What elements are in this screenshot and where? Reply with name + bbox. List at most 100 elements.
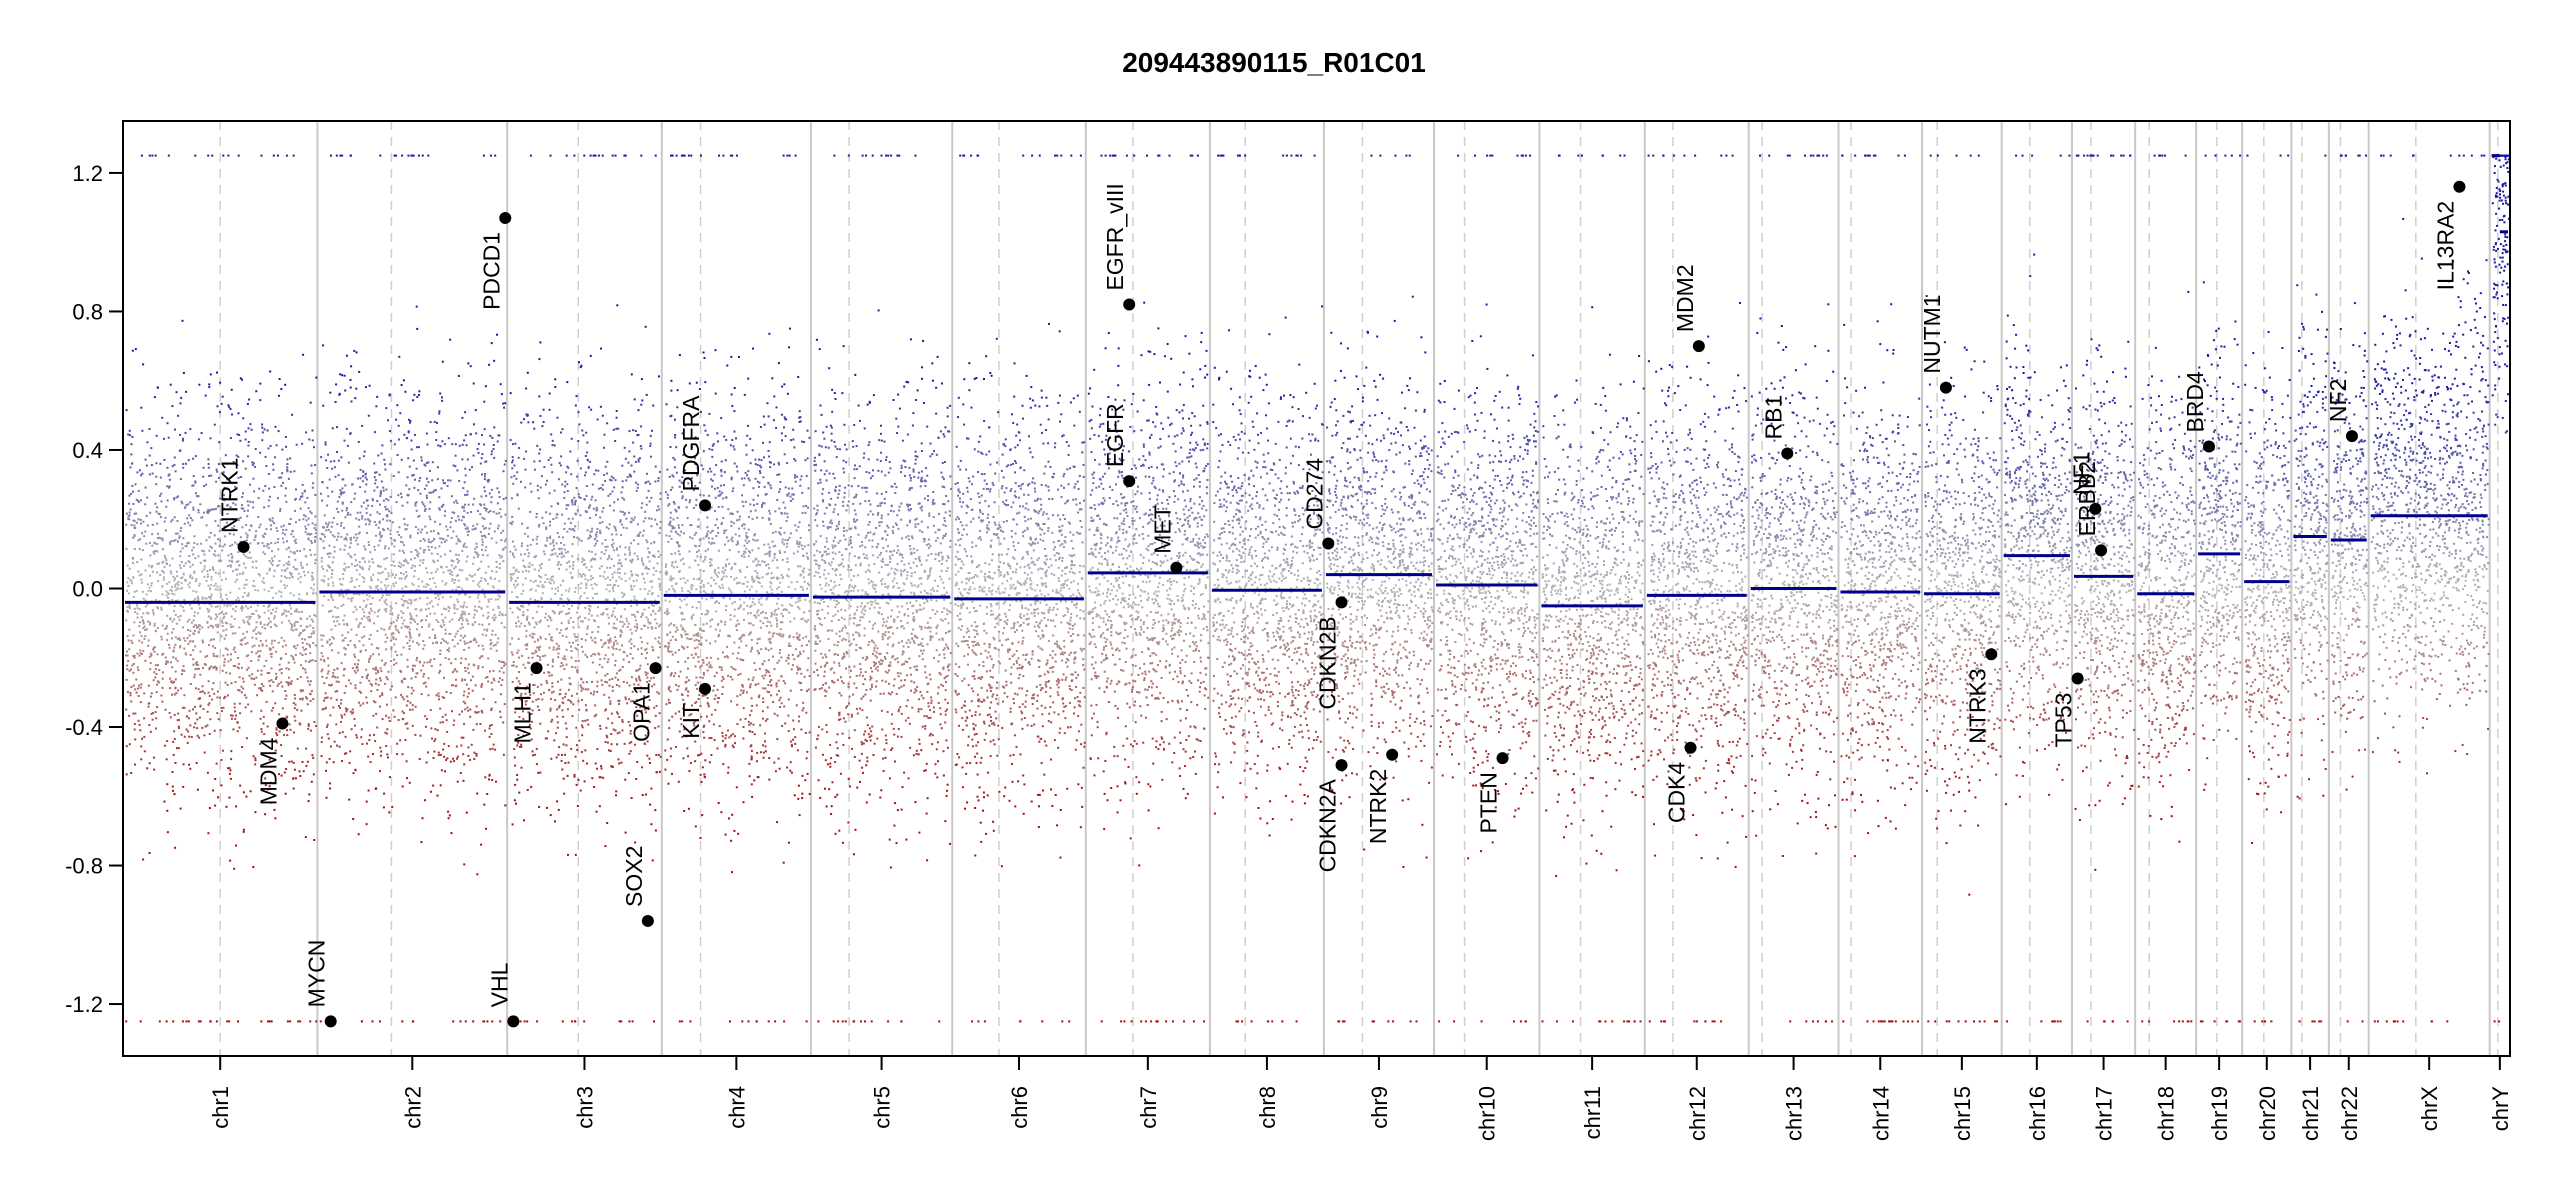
probe-point [305, 531, 307, 533]
probe-point [231, 682, 233, 684]
probe-point [189, 724, 191, 726]
probe-point [194, 557, 196, 559]
probe-point [193, 475, 195, 477]
probe-point [261, 427, 263, 429]
probe-point [412, 725, 414, 727]
probe-point [274, 640, 276, 642]
probe-point [175, 678, 177, 680]
probe-point [463, 611, 465, 613]
probe-point [212, 645, 214, 647]
probe-point [144, 750, 146, 752]
probe-point [461, 569, 463, 571]
probe-point [476, 610, 478, 612]
probe-point [252, 478, 254, 480]
probe-point [384, 547, 386, 549]
probe-point [402, 718, 404, 720]
probe-point [279, 378, 281, 380]
probe-point [290, 551, 292, 553]
probe-point [173, 610, 175, 612]
probe-point [201, 516, 203, 518]
probe-point [308, 723, 310, 725]
probe-point [312, 621, 314, 623]
probe-point [497, 527, 499, 529]
probe-point [615, 648, 617, 650]
probe-point [364, 561, 366, 563]
probe-point [258, 656, 260, 658]
probe-point [283, 584, 285, 586]
probe-point [488, 616, 490, 618]
probe-point [456, 543, 458, 545]
probe-point [149, 762, 151, 764]
probe-point [312, 659, 314, 661]
probe-point [415, 706, 417, 708]
probe-point [213, 569, 215, 571]
probe-point [527, 555, 529, 557]
probe-point [133, 663, 135, 665]
probe-point [621, 719, 623, 721]
probe-point [448, 745, 450, 747]
probe-point [463, 723, 465, 725]
probe-point [637, 558, 639, 560]
probe-point [434, 547, 436, 549]
probe-point [320, 493, 322, 495]
probe-point [302, 630, 304, 632]
probe-point [239, 573, 241, 575]
probe-point [434, 738, 436, 740]
probe-point [615, 660, 617, 662]
probe-point [498, 554, 500, 556]
probe-point [390, 660, 392, 662]
probe-point [483, 518, 485, 520]
probe-point [177, 616, 179, 618]
probe-point [446, 566, 448, 568]
probe-point [458, 554, 460, 556]
probe-point [618, 685, 620, 687]
probe-point [179, 555, 181, 557]
probe-point [463, 523, 465, 525]
probe-point [656, 771, 658, 773]
probe-point [490, 155, 492, 157]
probe-point [183, 763, 185, 765]
probe-point [485, 828, 487, 830]
probe-point [415, 676, 417, 678]
probe-point [387, 756, 389, 758]
probe-point [268, 672, 270, 674]
probe-point [658, 726, 660, 728]
probe-point [485, 634, 487, 636]
probe-point [499, 596, 501, 598]
probe-point [516, 585, 518, 587]
probe-point [613, 565, 615, 567]
probe-point [401, 627, 403, 629]
probe-point [298, 598, 300, 600]
probe-point [161, 638, 163, 640]
probe-point [391, 633, 393, 635]
probe-point [307, 626, 309, 628]
probe-point [393, 539, 395, 541]
probe-point [490, 577, 492, 579]
probe-point [625, 832, 627, 834]
probe-point [286, 681, 288, 683]
probe-point [315, 615, 317, 617]
probe-point [647, 556, 649, 558]
probe-point [475, 641, 477, 643]
probe-point [254, 585, 256, 587]
probe-point [314, 527, 316, 529]
probe-point [624, 779, 626, 781]
probe-point [422, 648, 424, 650]
probe-point [550, 721, 552, 723]
probe-point [592, 588, 594, 590]
probe-point [201, 626, 203, 628]
probe-point [429, 470, 431, 472]
probe-point [342, 578, 344, 580]
probe-point [172, 621, 174, 623]
probe-point [137, 571, 139, 573]
probe-point [518, 457, 520, 459]
probe-point [649, 581, 651, 583]
probe-point [405, 585, 407, 587]
probe-point [642, 562, 644, 564]
probe-point [496, 487, 498, 489]
probe-point [358, 371, 360, 373]
probe-point [314, 554, 316, 556]
probe-point [474, 614, 476, 616]
probe-point [612, 491, 614, 493]
probe-point [444, 443, 446, 445]
